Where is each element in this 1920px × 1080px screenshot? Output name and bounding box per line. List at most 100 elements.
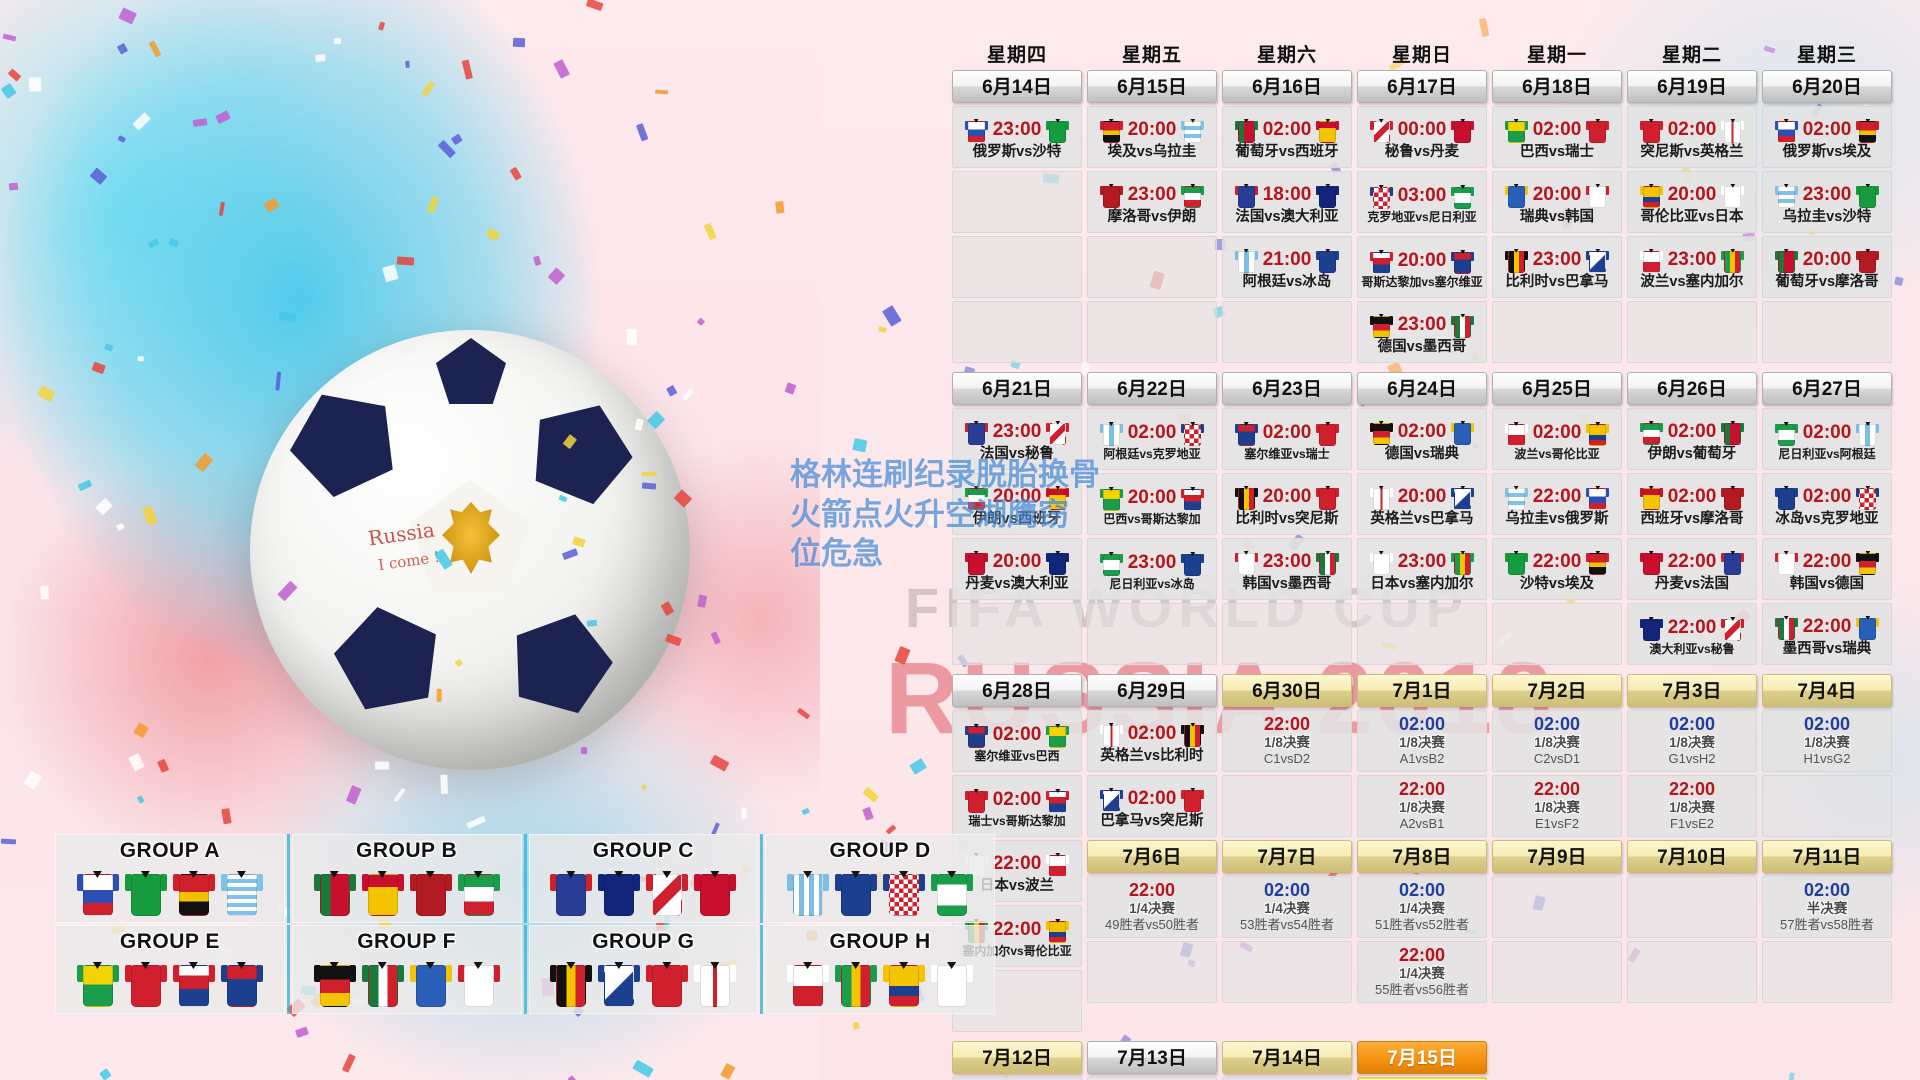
knockout-match-cell[interactable]: 22:00 1/8决赛 F1vsE2	[1627, 775, 1757, 837]
date-header[interactable]: 6月15日	[1087, 70, 1217, 103]
match-cell[interactable]: 20:00 埃及vs乌拉圭	[1087, 106, 1217, 168]
match-cell[interactable]: 23:00 俄罗斯vs沙特	[952, 106, 1082, 168]
match-cell[interactable]: 23:00 摩洛哥vs伊朗	[1087, 171, 1217, 233]
match-cell[interactable]: 02:00 西班牙vs摩洛哥	[1627, 473, 1757, 535]
match-cell[interactable]: 02:00 塞尔维亚vs瑞士	[1222, 408, 1352, 470]
date-header[interactable]: 7月9日	[1492, 840, 1622, 873]
knockout-match-cell[interactable]: 02:00 1/8决赛 G1vsH2	[1627, 710, 1757, 772]
group-box-e[interactable]: GROUP E	[55, 925, 285, 1014]
match-cell[interactable]: 02:00 巴西vs瑞士	[1492, 106, 1622, 168]
match-cell[interactable]: 22:00 澳大利亚vs秘鲁	[1627, 603, 1757, 665]
knockout-match-cell[interactable]: 22:00 1/8决赛 C1vsD2	[1222, 710, 1352, 772]
match-cell[interactable]: 22:00 韩国vs德国	[1762, 538, 1892, 600]
match-cell[interactable]: 22:00 沙特vs埃及	[1492, 538, 1622, 600]
knockout-match-cell[interactable]: 22:00 1/8决赛 E1vsF2	[1492, 775, 1622, 837]
date-header[interactable]: 6月28日	[952, 674, 1082, 707]
final-date-header[interactable]: 7月15日	[1357, 1041, 1487, 1074]
match-cell[interactable]: 20:00 瑞典vs韩国	[1492, 171, 1622, 233]
date-header[interactable]: 6月19日	[1627, 70, 1757, 103]
date-header[interactable]: 7月6日	[1087, 840, 1217, 873]
final-match-cell[interactable]: 23:00决 赛	[1357, 1077, 1487, 1080]
match-cell[interactable]: 20:00 葡萄牙vs摩洛哥	[1762, 236, 1892, 298]
match-cell[interactable]: 02:00 英格兰vs比利时	[1087, 710, 1217, 772]
match-cell[interactable]: 02:00 塞尔维亚vs巴西	[952, 710, 1082, 772]
match-cell[interactable]: 02:00 德国vs瑞典	[1357, 408, 1487, 470]
date-header[interactable]: 7月2日	[1492, 674, 1622, 707]
match-cell[interactable]: 20:00 丹麦vs澳大利亚	[952, 538, 1082, 600]
date-header[interactable]: 6月27日	[1762, 372, 1892, 405]
knockout-match-cell[interactable]: 22:00 1/4决赛 49胜者vs50胜者	[1087, 876, 1217, 938]
group-box-b[interactable]: GROUP B	[291, 834, 522, 923]
match-cell[interactable]: 02:00 瑞士vs哥斯达黎加	[952, 775, 1082, 837]
match-cell[interactable]: 20:00 哥伦比亚vs日本	[1627, 171, 1757, 233]
match-cell[interactable]: 20:00 英格兰vs巴拿马	[1357, 473, 1487, 535]
knockout-match-cell[interactable]: 02:00半决赛59胜者vs60胜者	[952, 1077, 1082, 1080]
date-header[interactable]: 6月24日	[1357, 372, 1487, 405]
match-cell[interactable]: 23:00 比利时vs巴拿马	[1492, 236, 1622, 298]
group-box-c[interactable]: GROUP C	[528, 834, 759, 923]
match-cell[interactable]: 22:00 丹麦vs法国	[1627, 538, 1757, 600]
match-cell[interactable]: 02:00 尼日利亚vs阿根廷	[1762, 408, 1892, 470]
group-box-h[interactable]: GROUP H	[765, 925, 995, 1014]
match-cell[interactable]: 02:00 波兰vs哥伦比亚	[1492, 408, 1622, 470]
date-header[interactable]: 7月7日	[1222, 840, 1352, 873]
date-header[interactable]: 7月3日	[1627, 674, 1757, 707]
date-header[interactable]: 6月25日	[1492, 372, 1622, 405]
group-box-f[interactable]: GROUP F	[291, 925, 522, 1014]
knockout-match-cell[interactable]: 02:00 1/8决赛 A1vsB2	[1357, 710, 1487, 772]
match-cell[interactable]: 02:00 伊朗vs葡萄牙	[1627, 408, 1757, 470]
group-box-a[interactable]: GROUP A	[55, 834, 285, 923]
match-cell[interactable]: 02:00 突尼斯vs英格兰	[1627, 106, 1757, 168]
match-cell[interactable]: 20:00 巴西vs哥斯达黎加	[1087, 473, 1217, 535]
match-cell[interactable]: 18:00 法国vs澳大利亚	[1222, 171, 1352, 233]
date-header[interactable]: 6月30日	[1222, 674, 1352, 707]
group-box-g[interactable]: GROUP G	[528, 925, 759, 1014]
date-header[interactable]: 6月20日	[1762, 70, 1892, 103]
date-header[interactable]: 7月13日	[1087, 1041, 1217, 1074]
knockout-match-cell[interactable]: 02:00 半决赛 57胜者vs58胜者	[1762, 876, 1892, 938]
match-cell[interactable]: 22:00 墨西哥vs瑞典	[1762, 603, 1892, 665]
date-header[interactable]: 7月10日	[1627, 840, 1757, 873]
match-cell[interactable]: 02:00 冰岛vs克罗地亚	[1762, 473, 1892, 535]
date-header[interactable]: 6月16日	[1222, 70, 1352, 103]
date-header[interactable]: 6月22日	[1087, 372, 1217, 405]
knockout-match-cell[interactable]: 02:00 1/4决赛 53胜者vs54胜者	[1222, 876, 1352, 938]
match-cell[interactable]: 23:00 德国vs墨西哥	[1357, 301, 1487, 363]
group-box-d[interactable]: GROUP D	[765, 834, 995, 923]
knockout-match-cell[interactable]: 02:00 1/8决赛 H1vsG2	[1762, 710, 1892, 772]
match-cell[interactable]: 02:00 葡萄牙vs西班牙	[1222, 106, 1352, 168]
date-header[interactable]: 7月14日	[1222, 1041, 1352, 1074]
date-header[interactable]: 7月4日	[1762, 674, 1892, 707]
date-header[interactable]: 7月11日	[1762, 840, 1892, 873]
date-header[interactable]: 6月21日	[952, 372, 1082, 405]
date-header[interactable]: 6月26日	[1627, 372, 1757, 405]
match-cell[interactable]: 00:00 秘鲁vs丹麦	[1357, 106, 1487, 168]
date-header[interactable]: 6月14日	[952, 70, 1082, 103]
match-cell[interactable]: 03:00 克罗地亚vs尼日利亚	[1357, 171, 1487, 233]
knockout-match-cell[interactable]: 02:00 1/4决赛 51胜者vs52胜者	[1357, 876, 1487, 938]
match-cell[interactable]: 23:00 波兰vs塞内加尔	[1627, 236, 1757, 298]
match-cell[interactable]: 23:00 日本vs塞内加尔	[1357, 538, 1487, 600]
date-header[interactable]: 6月18日	[1492, 70, 1622, 103]
date-header[interactable]: 6月29日	[1087, 674, 1217, 707]
knockout-match-cell[interactable]: 02:00 1/8决赛 C2vsD1	[1492, 710, 1622, 772]
match-cell[interactable]: 23:00 法国vs秘鲁	[952, 408, 1082, 470]
match-cell[interactable]: 20:00 比利时vs突尼斯	[1222, 473, 1352, 535]
match-cell[interactable]: 23:00 韩国vs墨西哥	[1222, 538, 1352, 600]
knockout-match-cell[interactable]: 22:00 1/4决赛 55胜者vs56胜者	[1357, 941, 1487, 1003]
match-cell[interactable]: 21:00 阿根廷vs冰岛	[1222, 236, 1352, 298]
date-header[interactable]: 7月8日	[1357, 840, 1487, 873]
match-cell[interactable]: 02:00 阿根廷vs克罗地亚	[1087, 408, 1217, 470]
match-cell[interactable]: 02:00 巴拿马vs突尼斯	[1087, 775, 1217, 837]
date-header[interactable]: 7月1日	[1357, 674, 1487, 707]
match-cell[interactable]: 02:00 俄罗斯vs埃及	[1762, 106, 1892, 168]
knockout-match-cell[interactable]: 22:00 1/8决赛 A2vsB1	[1357, 775, 1487, 837]
date-header[interactable]: 6月23日	[1222, 372, 1352, 405]
match-cell[interactable]: 20:00 哥斯达黎加vs塞尔维亚	[1357, 236, 1487, 298]
match-cell[interactable]: 23:00 尼日利亚vs冰岛	[1087, 538, 1217, 600]
match-cell[interactable]: 23:00 乌拉圭vs沙特	[1762, 171, 1892, 233]
knockout-match-cell[interactable]: 22:00三四名决赛61负者vs62负者	[1222, 1077, 1352, 1080]
match-cell[interactable]: 20:00 伊朗vs西班牙	[952, 473, 1082, 535]
date-header[interactable]: 6月17日	[1357, 70, 1487, 103]
match-cell[interactable]: 22:00 乌拉圭vs俄罗斯	[1492, 473, 1622, 535]
